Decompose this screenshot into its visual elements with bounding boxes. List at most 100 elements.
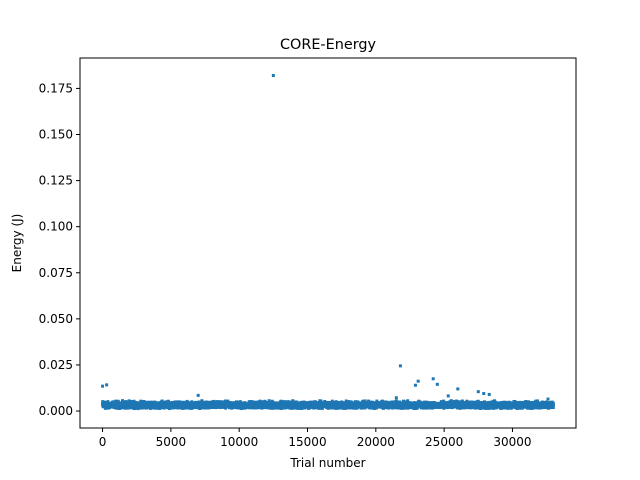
data-point <box>160 399 164 403</box>
data-point <box>303 401 307 405</box>
outlier-point <box>416 379 420 383</box>
y-axis-ticks: 0.000 0.025 0.050 0.075 0.100 0.125 0.150 0.175 <box>39 81 80 418</box>
data-point <box>375 399 379 403</box>
data-point <box>546 401 550 405</box>
y-tick-label: 0.100 <box>39 220 73 234</box>
data-point <box>124 406 128 410</box>
data-point <box>449 399 453 403</box>
data-point <box>361 406 365 410</box>
outlier-point <box>476 390 480 394</box>
data-point <box>103 406 107 410</box>
data-point <box>175 400 179 404</box>
plot-frame <box>79 57 577 429</box>
data-point <box>535 399 539 403</box>
outlier-point <box>482 392 486 396</box>
data-point <box>124 400 128 404</box>
data-point <box>457 400 461 404</box>
data-point <box>153 400 157 404</box>
chart-title: CORE-Energy <box>280 37 377 53</box>
y-tick-label: 0.025 <box>39 358 73 372</box>
data-point <box>295 400 299 404</box>
data-point <box>538 406 542 410</box>
outlier-point <box>394 396 398 400</box>
y-tick-label: 0.075 <box>39 266 73 280</box>
data-point <box>506 406 510 410</box>
x-tick-label: 25000 <box>425 435 463 449</box>
y-tick-label: 0.000 <box>39 404 73 418</box>
outlier-point <box>456 387 460 391</box>
data-point <box>551 406 555 409</box>
data-point <box>134 406 138 410</box>
data-point <box>361 399 365 403</box>
data-point <box>526 406 530 410</box>
data-point <box>198 401 202 405</box>
data-point <box>415 406 419 410</box>
data-point <box>163 405 167 409</box>
data-point <box>356 406 360 410</box>
data-point <box>430 406 434 410</box>
outlier-point <box>435 382 439 386</box>
x-tick-label: 30000 <box>493 435 531 449</box>
data-points <box>101 74 555 411</box>
data-point <box>106 400 110 404</box>
y-tick-label: 0.150 <box>39 128 73 142</box>
x-tick-label: 0 <box>99 435 107 449</box>
data-point <box>417 399 421 403</box>
data-point <box>353 400 357 404</box>
data-point <box>521 406 525 410</box>
data-point <box>372 401 376 405</box>
data-point <box>551 403 555 407</box>
data-point <box>367 399 371 403</box>
data-point <box>446 406 450 410</box>
y-tick-label: 0.175 <box>39 81 73 95</box>
x-axis-label: Trial number <box>289 456 365 470</box>
data-point <box>399 401 403 405</box>
data-point <box>155 406 159 410</box>
data-point <box>452 399 456 403</box>
plot-area <box>80 58 576 428</box>
x-tick-label: 20000 <box>357 435 395 449</box>
outlier-point <box>431 377 435 381</box>
x-tick-label: 5000 <box>156 435 187 449</box>
y-axis-label: Energy (J) <box>10 214 24 273</box>
data-point <box>270 399 274 403</box>
data-point <box>363 399 367 403</box>
outlier-point <box>196 393 200 397</box>
outlier-point <box>101 384 105 388</box>
data-point <box>132 401 136 405</box>
outlier-point <box>487 392 491 396</box>
y-tick-label: 0.050 <box>39 312 73 326</box>
data-point <box>116 399 120 403</box>
data-point <box>406 399 410 403</box>
x-axis-ticks: 0 5000 10000 15000 20000 25000 30000 <box>99 428 532 449</box>
x-tick-label: 15000 <box>288 435 326 449</box>
data-point <box>551 401 555 405</box>
data-point <box>176 406 180 410</box>
outlier-point <box>546 397 550 401</box>
outlier-point <box>271 74 275 78</box>
data-point <box>121 399 124 403</box>
outlier-point <box>398 364 402 368</box>
data-point <box>148 406 152 410</box>
data-point <box>260 400 264 404</box>
data-point <box>101 400 105 404</box>
outlier-point <box>413 383 417 387</box>
data-point <box>258 399 262 403</box>
data-point <box>267 399 271 403</box>
outlier-point <box>446 394 450 398</box>
data-point <box>461 406 465 410</box>
data-point <box>173 406 177 410</box>
data-point <box>190 406 194 410</box>
data-point <box>546 406 550 410</box>
outlier-point <box>105 383 109 387</box>
data-point <box>418 400 422 404</box>
x-tick-label: 10000 <box>220 435 258 449</box>
y-tick-label: 0.125 <box>39 174 73 188</box>
data-point <box>413 406 417 410</box>
data-point <box>448 405 452 409</box>
data-point <box>221 400 225 404</box>
data-point <box>182 406 186 410</box>
data-point <box>166 406 170 410</box>
data-point <box>459 401 463 405</box>
